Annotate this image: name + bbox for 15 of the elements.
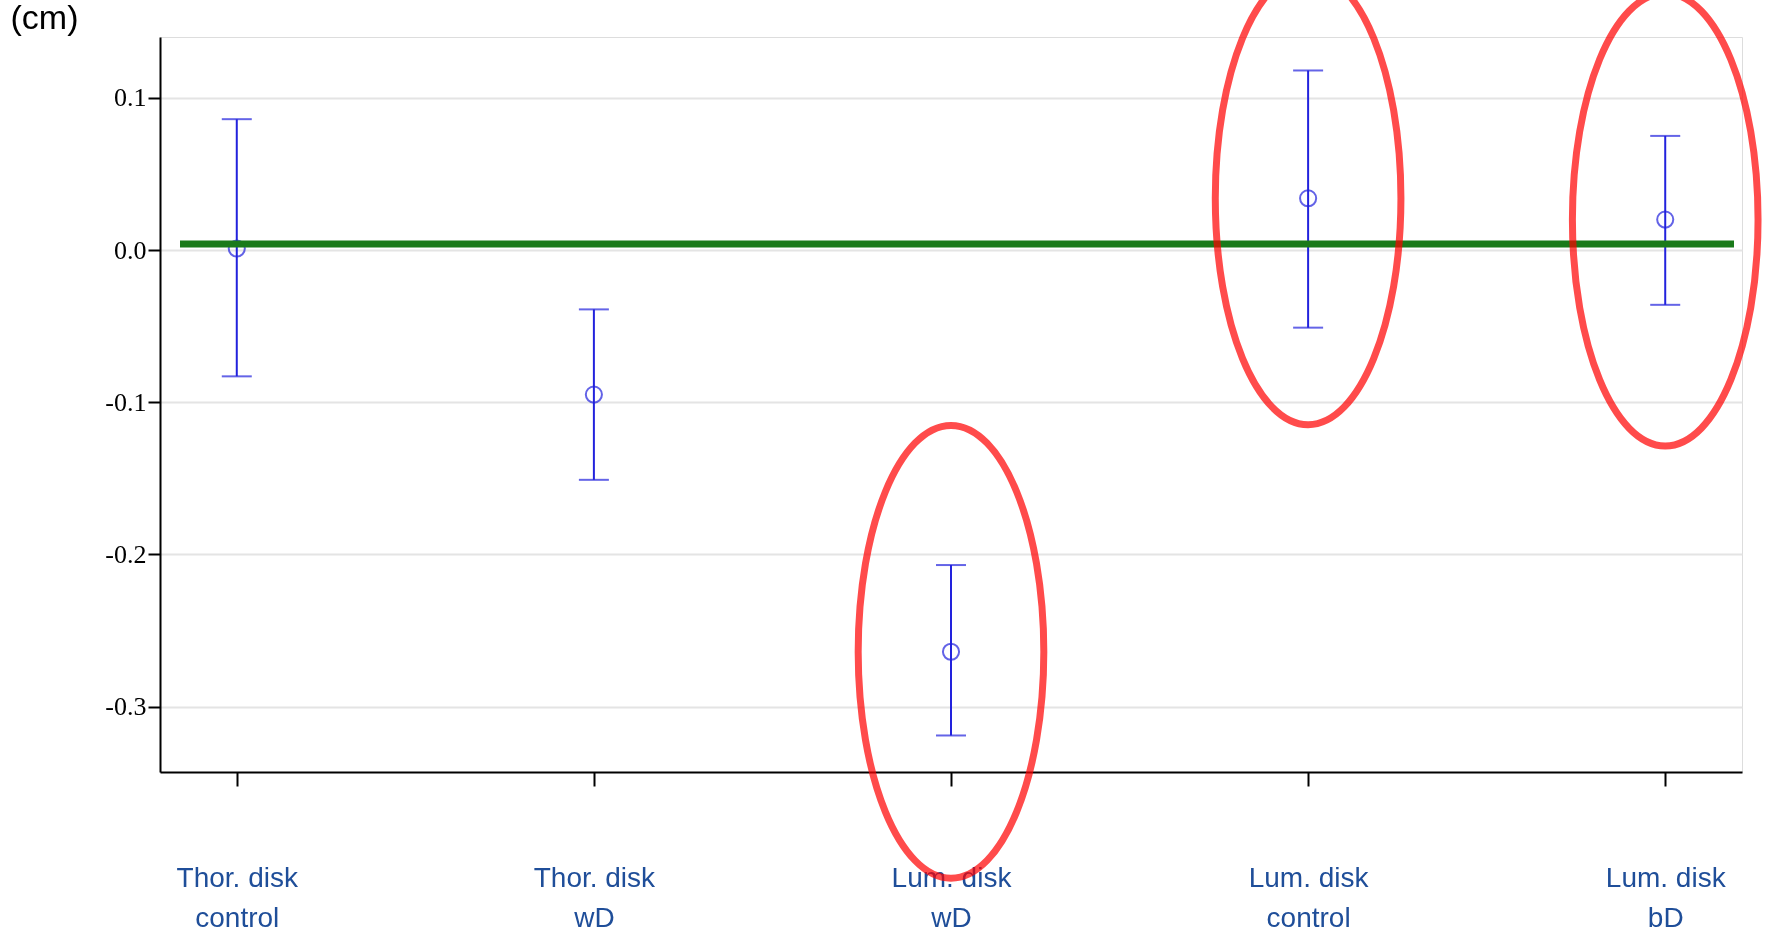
point: [584, 385, 603, 404]
y-tick-label: -0.1: [105, 387, 147, 417]
x-tick-label: Lum. disk bD: [1605, 861, 1727, 933]
y-tick-label: 0.0: [114, 235, 147, 265]
x-tick-label: Thor. disk wD: [533, 861, 657, 933]
x-tick-label: Lum. disk wD: [891, 861, 1013, 933]
x-tick-label: Lum. disk control: [1248, 861, 1370, 933]
point: [1299, 189, 1318, 208]
y-tick-label: -0.3: [105, 692, 147, 722]
x-tick-label: Thor. disk control: [176, 861, 299, 933]
y-tick-label: 0.1: [114, 83, 147, 113]
y-tick-label: -0.2: [105, 539, 147, 569]
point: [1656, 210, 1675, 229]
point: [941, 642, 961, 661]
y-axis-title: (cm): [10, 0, 79, 36]
